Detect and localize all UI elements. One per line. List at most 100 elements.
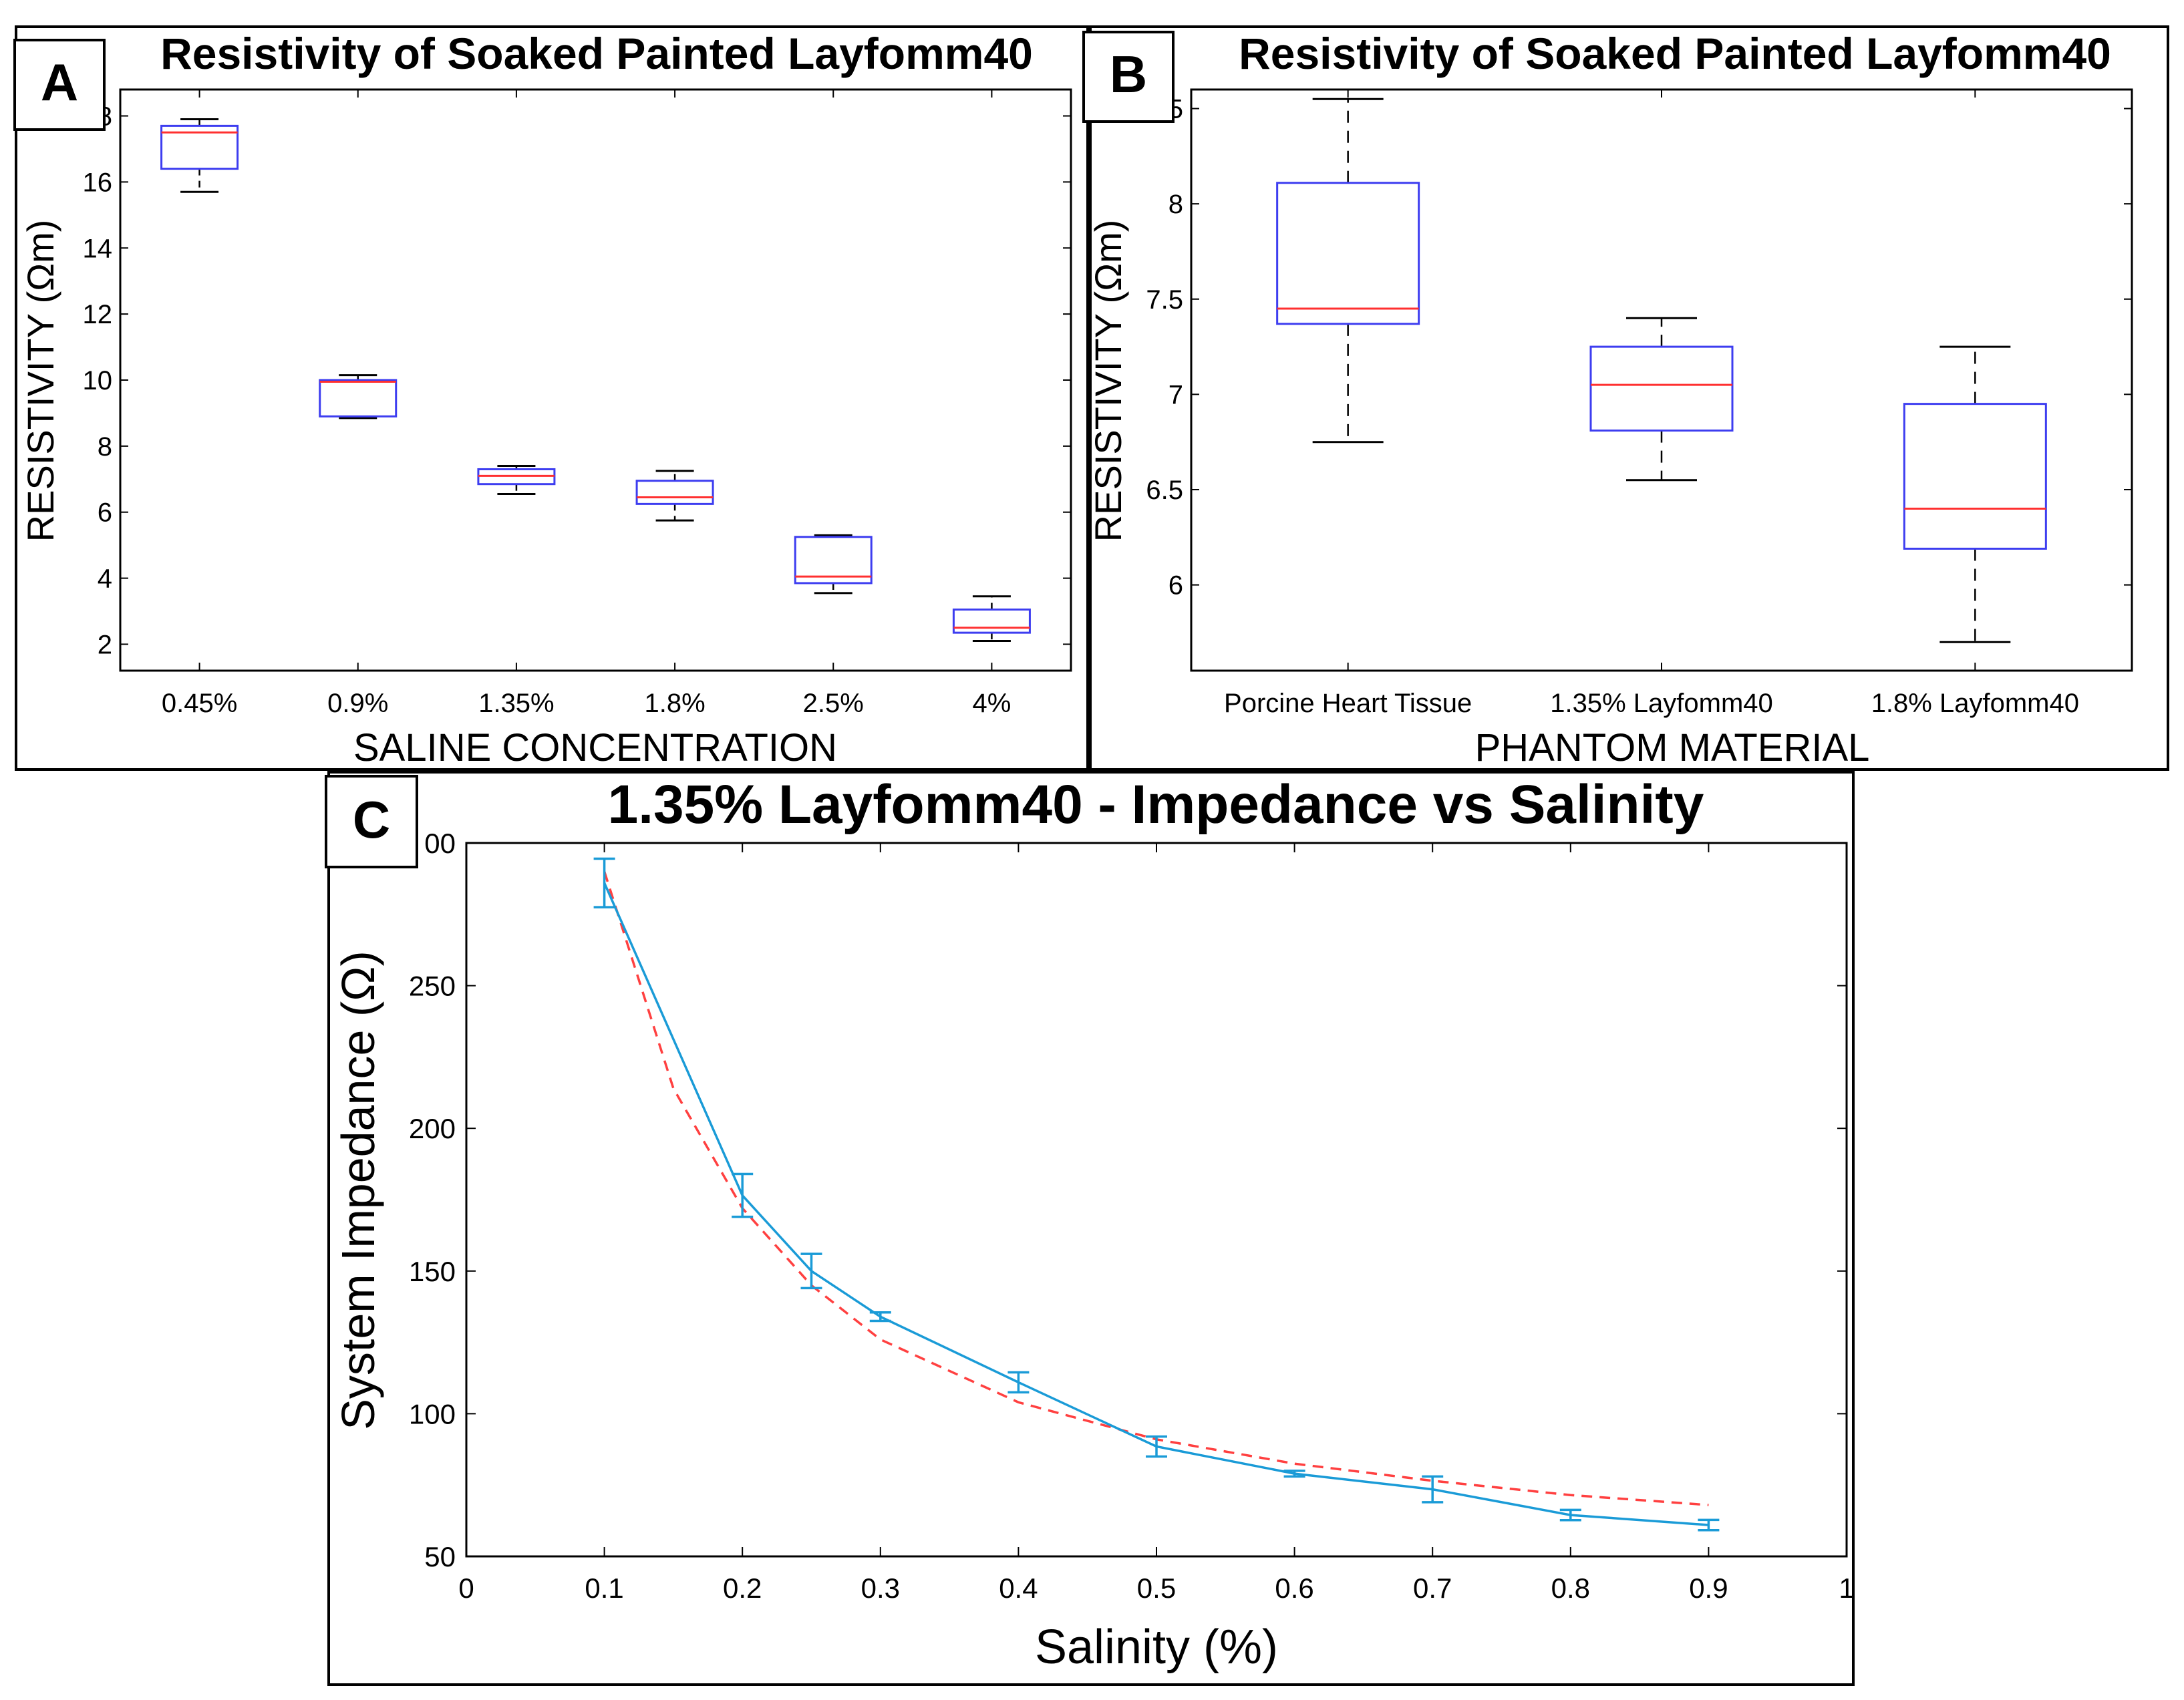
panel-a-letter-box bbox=[13, 39, 106, 131]
panel-c-x-label: Salinity (%) bbox=[1035, 1621, 1278, 1674]
x-tick-label: 0.1 bbox=[585, 1572, 623, 1604]
y-tick-label: 100 bbox=[409, 1398, 456, 1429]
iqr-box bbox=[160, 124, 239, 170]
x-tick-label: 0.4 bbox=[999, 1572, 1038, 1604]
y-tick-label: 8 bbox=[1168, 190, 1183, 219]
panel-c-title: 1.35% Layfomm40 - Impedance vs Salinity bbox=[608, 774, 1704, 835]
box-3 bbox=[477, 465, 556, 496]
panel-c-letter-box bbox=[325, 775, 418, 868]
panel-c-y-ticks: 50 100 150 200 250 00 bbox=[409, 828, 1847, 1572]
iqr-box bbox=[952, 609, 1031, 634]
y-tick-label: 00 bbox=[424, 828, 456, 859]
panel-a-plot-area bbox=[119, 88, 1072, 672]
iqr-box bbox=[1903, 403, 2047, 550]
iqr-box bbox=[319, 379, 398, 417]
panel-c-frame bbox=[327, 771, 1855, 1686]
error-bar-point bbox=[593, 857, 615, 908]
y-tick-label: 10 bbox=[83, 366, 113, 395]
y-tick-label: 6 bbox=[1168, 571, 1183, 601]
panel-b-letter-box bbox=[1082, 31, 1175, 123]
y-tick-label: 150 bbox=[409, 1256, 456, 1287]
panel-b-y-ticks: 66.577.588.5 bbox=[1146, 95, 2132, 601]
iqr-box bbox=[794, 536, 873, 584]
panel-b-letter: B bbox=[1110, 45, 1147, 104]
panel-b-frame bbox=[1086, 25, 2169, 771]
error-bar-point bbox=[1283, 1470, 1305, 1478]
y-tick-label: 4 bbox=[98, 564, 112, 594]
panel-a-title: Resistivity of Soaked Painted Layfomm40 bbox=[160, 29, 1033, 78]
x-tick-label: 1.35% Layfomm40 bbox=[1550, 689, 1773, 718]
panel-b-title: Resistivity of Soaked Painted Layfomm40 bbox=[1239, 29, 2111, 78]
x-tick-label: 0.9 bbox=[1689, 1572, 1728, 1604]
panel-a-boxes bbox=[160, 118, 1031, 643]
panel-a-frame bbox=[15, 25, 1092, 771]
panel-a-y-label: RESISTIVITY (Ωm) bbox=[19, 220, 61, 542]
x-tick-label: 0.8 bbox=[1551, 1572, 1590, 1604]
panel-b-boxes bbox=[1276, 98, 2047, 643]
x-tick-label: 0.3 bbox=[861, 1572, 900, 1604]
error-bar-point bbox=[869, 1311, 891, 1323]
iqr-box bbox=[1589, 345, 1734, 432]
y-tick-label: 50 bbox=[424, 1541, 456, 1572]
panel-a: Resistivity of Soaked Painted Layfomm40 … bbox=[13, 25, 1092, 771]
measured-line bbox=[603, 882, 1709, 1526]
box-3 bbox=[1903, 345, 2047, 643]
x-tick-label: 0.5 bbox=[1137, 1572, 1176, 1604]
error-bar-point bbox=[800, 1252, 822, 1290]
x-tick-label: 0.2 bbox=[723, 1572, 762, 1604]
x-tick-label: 1.8% Layfomm40 bbox=[1871, 689, 2079, 718]
box-5 bbox=[794, 534, 873, 594]
x-tick-label: 0.45% bbox=[162, 689, 237, 718]
y-tick-label: 250 bbox=[409, 971, 456, 1002]
panel-c-series bbox=[593, 857, 1720, 1532]
x-tick-label: 0 bbox=[458, 1572, 474, 1604]
error-bar-point bbox=[1007, 1371, 1030, 1394]
y-tick-label: 7.5 bbox=[1146, 285, 1183, 315]
box-1 bbox=[1276, 98, 1420, 444]
y-tick-label: 12 bbox=[83, 300, 113, 329]
x-tick-label: Porcine Heart Tissue bbox=[1224, 689, 1472, 718]
error-bar-point bbox=[732, 1172, 754, 1218]
y-tick-label: 16 bbox=[83, 168, 113, 197]
box-1 bbox=[160, 118, 239, 193]
panel-a-x-ticks: 0.45% 0.9% 1.35% 1.8% 2.5% 4% bbox=[162, 90, 1011, 718]
panel-a-x-label: SALINE CONCENTRATION bbox=[353, 726, 837, 770]
panel-b-x-ticks: Porcine Heart Tissue 1.35% Layfomm40 1.8% … bbox=[1224, 90, 2079, 718]
y-tick-label: 6 bbox=[98, 498, 112, 528]
box-6 bbox=[952, 595, 1031, 643]
panel-c-x-ticks: 0 0.1 0.2 0.3 0.4 0.5 0.6 0.7 0.8 0.9 1 bbox=[458, 843, 1855, 1604]
x-tick-label: 0.9% bbox=[327, 689, 388, 718]
x-tick-label: 2.5% bbox=[803, 689, 864, 718]
y-tick-label: 8 bbox=[98, 432, 112, 462]
box-4 bbox=[635, 470, 714, 522]
panel-b-plot-area bbox=[1190, 88, 2133, 672]
y-tick-label: 2 bbox=[98, 630, 112, 659]
box-2 bbox=[1589, 317, 1734, 482]
x-tick-label: 1 bbox=[1839, 1572, 1854, 1604]
x-tick-label: 1.8% bbox=[644, 689, 705, 718]
error-bar-point bbox=[1422, 1475, 1444, 1504]
y-tick-label: 7 bbox=[1168, 380, 1183, 409]
y-tick-label: 14 bbox=[83, 234, 113, 263]
panel-b: Resistivity of Soaked Painted Layfomm40 … bbox=[1082, 25, 2169, 771]
panel-c: 1.35% Layfomm40 - Impedance vs Salinity … bbox=[325, 771, 1855, 1686]
panel-b-y-label: RESISTIVITY (Ωm) bbox=[1087, 220, 1129, 542]
x-tick-label: 0.6 bbox=[1275, 1572, 1313, 1604]
panel-b-x-label: PHANTOM MATERIAL bbox=[1475, 726, 1870, 770]
y-tick-label: 200 bbox=[409, 1113, 456, 1144]
error-bar-point bbox=[1146, 1435, 1167, 1458]
error-bar-point bbox=[1559, 1508, 1581, 1522]
fit-curve bbox=[603, 871, 1709, 1506]
y-tick-label: 6.5 bbox=[1146, 476, 1183, 505]
x-tick-label: 0.7 bbox=[1413, 1572, 1452, 1604]
x-tick-label: 1.35% bbox=[478, 689, 554, 718]
panel-a-letter: A bbox=[41, 53, 78, 112]
panel-c-y-label: System Impedance (Ω) bbox=[332, 951, 384, 1430]
panel-c-letter: C bbox=[353, 790, 390, 849]
iqr-box bbox=[1276, 182, 1420, 325]
error-bar-point bbox=[1698, 1518, 1720, 1532]
box-2 bbox=[319, 374, 398, 419]
iqr-box bbox=[635, 480, 714, 505]
x-tick-label: 4% bbox=[973, 689, 1011, 718]
